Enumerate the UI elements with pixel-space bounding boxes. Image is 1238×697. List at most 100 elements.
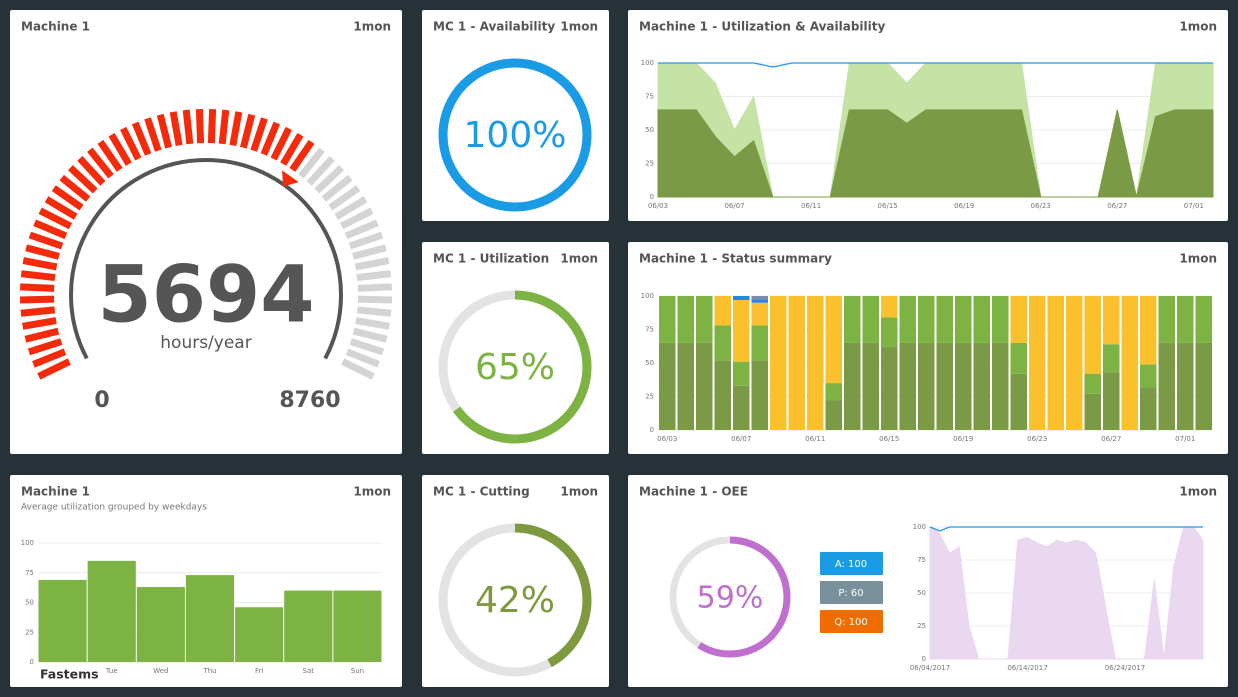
y-tick-label: 0 bbox=[650, 193, 654, 201]
y-tick-label: 75 bbox=[645, 326, 654, 334]
ring-arc bbox=[438, 290, 592, 444]
bar-segment bbox=[677, 342, 694, 430]
bar-segment bbox=[751, 296, 768, 301]
bar-segment bbox=[973, 296, 990, 343]
bar-segment bbox=[677, 296, 694, 343]
gauge-segment bbox=[328, 185, 361, 211]
y-tick-label: 25 bbox=[25, 628, 34, 636]
bar-segment bbox=[807, 296, 824, 430]
gauge-segment bbox=[22, 317, 57, 330]
bar-segment bbox=[733, 361, 750, 386]
bar-segment bbox=[992, 342, 1009, 430]
ring-arc bbox=[438, 58, 592, 212]
bar-segment bbox=[918, 342, 935, 430]
bar-segment bbox=[751, 325, 768, 361]
bar-segment bbox=[751, 300, 768, 303]
bar-segment bbox=[825, 400, 842, 430]
y-tick-label: 100 bbox=[641, 59, 654, 67]
gauge-segment bbox=[352, 244, 387, 260]
gauge-segment bbox=[20, 270, 56, 282]
bar-segment bbox=[918, 296, 935, 343]
panel bbox=[10, 10, 402, 454]
gauge-segment bbox=[108, 132, 132, 166]
bar bbox=[235, 607, 284, 662]
panel-period: 1mon bbox=[353, 485, 391, 499]
bar-segment bbox=[881, 317, 898, 347]
bar-segment bbox=[936, 342, 953, 430]
gauge-segment bbox=[344, 219, 379, 240]
bar bbox=[136, 587, 185, 662]
bar-segment bbox=[1047, 296, 1064, 430]
bar-segment bbox=[862, 342, 879, 430]
ring-label: 42% bbox=[475, 580, 555, 621]
bar-segment bbox=[1140, 387, 1157, 430]
gauge-segment bbox=[24, 327, 60, 343]
x-tick-label: Sun bbox=[351, 667, 364, 675]
badge bbox=[820, 610, 883, 633]
panel-period: 1mon bbox=[1179, 485, 1217, 499]
x-tick-label: Thu bbox=[202, 667, 216, 675]
panel bbox=[422, 10, 609, 221]
bar-segment bbox=[973, 342, 990, 430]
gauge-segment bbox=[97, 139, 123, 172]
bar-segment bbox=[1084, 373, 1101, 394]
gauge-segment bbox=[87, 147, 114, 179]
y-tick-label: 75 bbox=[25, 569, 34, 577]
gauge-segment bbox=[182, 109, 194, 145]
bar-segment bbox=[1010, 296, 1027, 343]
gauge-segment bbox=[77, 155, 106, 186]
area bbox=[657, 109, 1214, 198]
gauge-segment bbox=[357, 283, 392, 292]
panel-title: MC 1 - Utilization bbox=[433, 252, 549, 266]
gauge-segment bbox=[349, 338, 385, 356]
gauge-segment bbox=[298, 147, 325, 179]
logo-text: Fastems bbox=[40, 667, 99, 682]
bar-segment bbox=[659, 342, 676, 430]
gauge-unit: hours/year bbox=[160, 333, 251, 353]
gauge-segment bbox=[131, 121, 152, 156]
x-tick-label: 06/15 bbox=[879, 435, 899, 443]
y-tick-label: 50 bbox=[25, 599, 34, 607]
bar-segment bbox=[825, 296, 842, 384]
gauge-segment bbox=[289, 139, 315, 172]
y-tick-label: 25 bbox=[645, 393, 654, 401]
x-tick-label: 07/01 bbox=[1175, 435, 1195, 443]
y-tick-label: 50 bbox=[645, 126, 654, 134]
gauge-segment bbox=[357, 295, 393, 304]
gauge-value: 5694 bbox=[97, 250, 314, 340]
ring-arc bbox=[438, 523, 592, 677]
panel-title: Machine 1 - Utilization & Availability bbox=[639, 20, 885, 34]
x-tick-label: 06/19 bbox=[954, 202, 974, 210]
gauge-segment bbox=[356, 270, 392, 282]
bar bbox=[333, 590, 382, 662]
bar-segment bbox=[1177, 342, 1194, 430]
x-tick-label: 06/07 bbox=[724, 202, 744, 210]
area bbox=[929, 526, 1204, 660]
panel-period: 1mon bbox=[353, 20, 391, 34]
gauge-segment bbox=[280, 132, 304, 166]
gauge-segment bbox=[341, 358, 375, 380]
gauge-segment bbox=[144, 117, 162, 152]
y-tick-label: 75 bbox=[645, 93, 654, 101]
gauge-segment bbox=[22, 257, 58, 271]
x-tick-label: Wed bbox=[153, 667, 168, 675]
panel bbox=[422, 475, 609, 687]
badge-label: A: 100 bbox=[835, 559, 867, 570]
panel bbox=[422, 242, 609, 454]
bar-segment bbox=[1195, 296, 1212, 343]
gauge-segment bbox=[32, 348, 67, 368]
bar-segment bbox=[788, 296, 805, 430]
bar bbox=[185, 575, 235, 662]
x-tick-label: 06/11 bbox=[801, 202, 821, 210]
x-tick-label: 06/15 bbox=[878, 202, 898, 210]
logo-badge-text: 8760 bbox=[20, 674, 35, 680]
bar-segment bbox=[1084, 296, 1101, 374]
gauge-segment bbox=[156, 113, 172, 149]
gauge-segment bbox=[348, 231, 384, 250]
gauge-segment bbox=[207, 108, 217, 144]
panel-period: 1mon bbox=[560, 20, 598, 34]
x-tick-label: 07/01 bbox=[1184, 202, 1204, 210]
bar-segment bbox=[844, 342, 861, 430]
panel-period: 1mon bbox=[560, 485, 598, 499]
gauge-segment bbox=[25, 244, 60, 260]
